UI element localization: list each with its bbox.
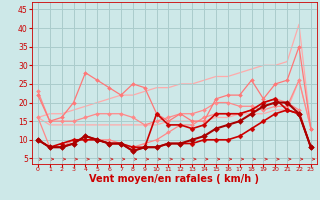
X-axis label: Vent moyen/en rafales ( km/h ): Vent moyen/en rafales ( km/h ) <box>89 174 260 184</box>
